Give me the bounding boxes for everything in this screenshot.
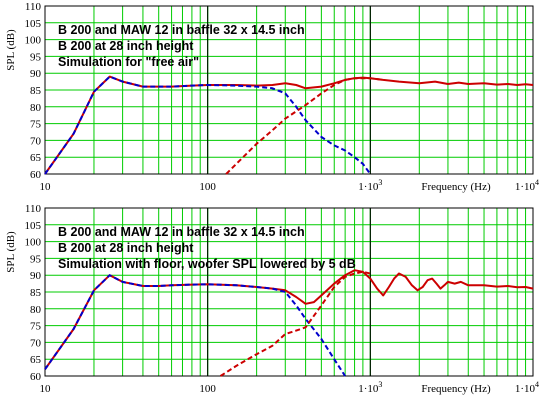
x-axis-label: Frequency (Hz): [421, 383, 491, 395]
y-tick-label: 70: [30, 135, 42, 147]
y-tick-label: 75: [30, 119, 42, 131]
y-tick-label: 85: [30, 85, 42, 97]
x-tick-label: 1·104: [515, 178, 539, 193]
x-axis-label: Frequency (Hz): [421, 181, 491, 193]
chart-panel-1: 60 65 70 75 80 85 90 95 100 105 110 10 100 1·103 1·104…: [5, 1, 539, 193]
plot-frame: [44, 5, 534, 175]
y-tick-label: 60: [30, 169, 42, 181]
annotation-line-3: Simulation with floor, woofer SPL lowere…: [58, 257, 356, 271]
x-tick-label: 1·103: [358, 178, 382, 193]
y-tick-label: 110: [25, 1, 42, 13]
annotation-line-1: B 200 and MAW 12 in baffle 32 x 14.5 inc…: [58, 23, 305, 37]
grid: [45, 6, 533, 174]
y-tick-label: 80: [30, 304, 42, 316]
y-tick-label: 70: [30, 337, 42, 349]
series-line-1: [44, 75, 534, 175]
y-tick-label: 60: [30, 371, 42, 383]
y-tick-label: 95: [30, 51, 42, 63]
y-axis-label: SPL (dB): [5, 29, 17, 71]
annotation-line-1: B 200 and MAW 12 in baffle 32 x 14.5 inc…: [58, 225, 305, 239]
y-tick-label: 80: [30, 102, 42, 114]
y-tick-label: 100: [25, 237, 42, 249]
y-tick-label: 75: [30, 321, 42, 333]
x-tick-label: 10: [40, 383, 52, 395]
y-tick-label: 110: [25, 203, 42, 215]
y-tick-label: 90: [30, 68, 42, 80]
y-axis-label: SPL (dB): [5, 231, 17, 273]
annotation-line-2: B 200 at 28 inch height: [58, 39, 194, 53]
x-tick-label: 10: [40, 181, 52, 193]
annotation-line-3: Simulation for "free air": [58, 55, 199, 69]
y-tick-label: 100: [25, 35, 42, 47]
x-tick-label: 100: [199, 181, 216, 193]
y-tick-label: 105: [25, 220, 42, 232]
y-tick-label: 65: [30, 354, 42, 366]
series-line-3: [219, 270, 371, 377]
y-tick-label: 90: [30, 270, 42, 282]
y-tick-label: 85: [30, 287, 42, 299]
x-tick-label: 1·104: [515, 380, 539, 395]
chart-panel-2: 60 65 70 75 80 85 90 95 100 105 110 10 100 1·103 1·104…: [5, 203, 539, 395]
series-line-2: [44, 274, 346, 377]
y-tick-label: 105: [25, 18, 42, 30]
x-tick-label: 1·103: [358, 380, 382, 395]
series-line-1: [44, 269, 534, 370]
y-tick-label: 65: [30, 152, 42, 164]
x-tick-label: 100: [199, 383, 216, 395]
series-line-2: [44, 75, 372, 175]
annotation-line-2: B 200 at 28 inch height: [58, 241, 194, 255]
series-line-3: [225, 77, 384, 175]
plot-frame: [44, 207, 534, 377]
y-tick-label: 95: [30, 253, 42, 265]
